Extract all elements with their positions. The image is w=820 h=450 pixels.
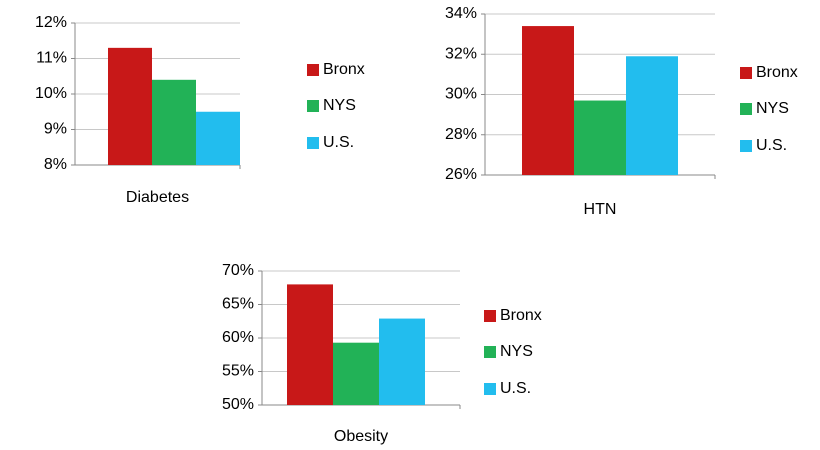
- legend-label: Bronx: [756, 64, 798, 81]
- bar: [196, 111, 240, 165]
- bar: [574, 100, 626, 175]
- legend-swatch: [740, 67, 752, 79]
- y-tick-label: 9%: [44, 121, 67, 138]
- legend-label: Bronx: [323, 61, 365, 78]
- legend-label: U.S.: [500, 380, 531, 397]
- y-tick-label: 32%: [445, 45, 477, 62]
- legend-label: Bronx: [500, 307, 542, 324]
- y-tick-label: 70%: [222, 262, 254, 279]
- legend-swatch: [740, 140, 752, 152]
- legend-swatch: [307, 137, 319, 149]
- legend-swatch: [740, 103, 752, 115]
- legend-label: NYS: [756, 100, 789, 117]
- legend-swatch: [484, 310, 496, 322]
- bar: [522, 26, 574, 176]
- y-tick-label: 10%: [35, 85, 67, 102]
- y-tick-label: 11%: [36, 50, 67, 67]
- y-tick-label: 30%: [445, 86, 477, 103]
- y-tick-label: 34%: [445, 5, 477, 22]
- y-tick-label: 50%: [222, 396, 254, 413]
- bar: [626, 56, 678, 176]
- x-tick-label: HTN: [584, 201, 617, 218]
- y-tick-label: 60%: [222, 329, 254, 346]
- y-tick-label: 55%: [222, 363, 254, 380]
- bar: [287, 284, 333, 405]
- y-tick-label: 26%: [445, 166, 477, 183]
- legend-swatch: [307, 100, 319, 112]
- bar: [108, 47, 152, 165]
- bar: [379, 318, 425, 405]
- bar: [333, 342, 379, 405]
- y-tick-label: 28%: [445, 126, 477, 143]
- legend-label: U.S.: [323, 134, 354, 151]
- y-tick-label: 12%: [35, 14, 67, 31]
- x-tick-label: Diabetes: [126, 189, 189, 206]
- legend-label: NYS: [323, 97, 356, 114]
- bar: [152, 79, 196, 165]
- legend-swatch: [484, 383, 496, 395]
- y-tick-label: 65%: [222, 296, 254, 313]
- legend-label: U.S.: [756, 137, 787, 154]
- legend-swatch: [307, 64, 319, 76]
- legend-swatch: [484, 346, 496, 358]
- y-tick-label: 8%: [44, 156, 67, 173]
- x-tick-label: Obesity: [334, 428, 388, 445]
- legend-label: NYS: [500, 343, 533, 360]
